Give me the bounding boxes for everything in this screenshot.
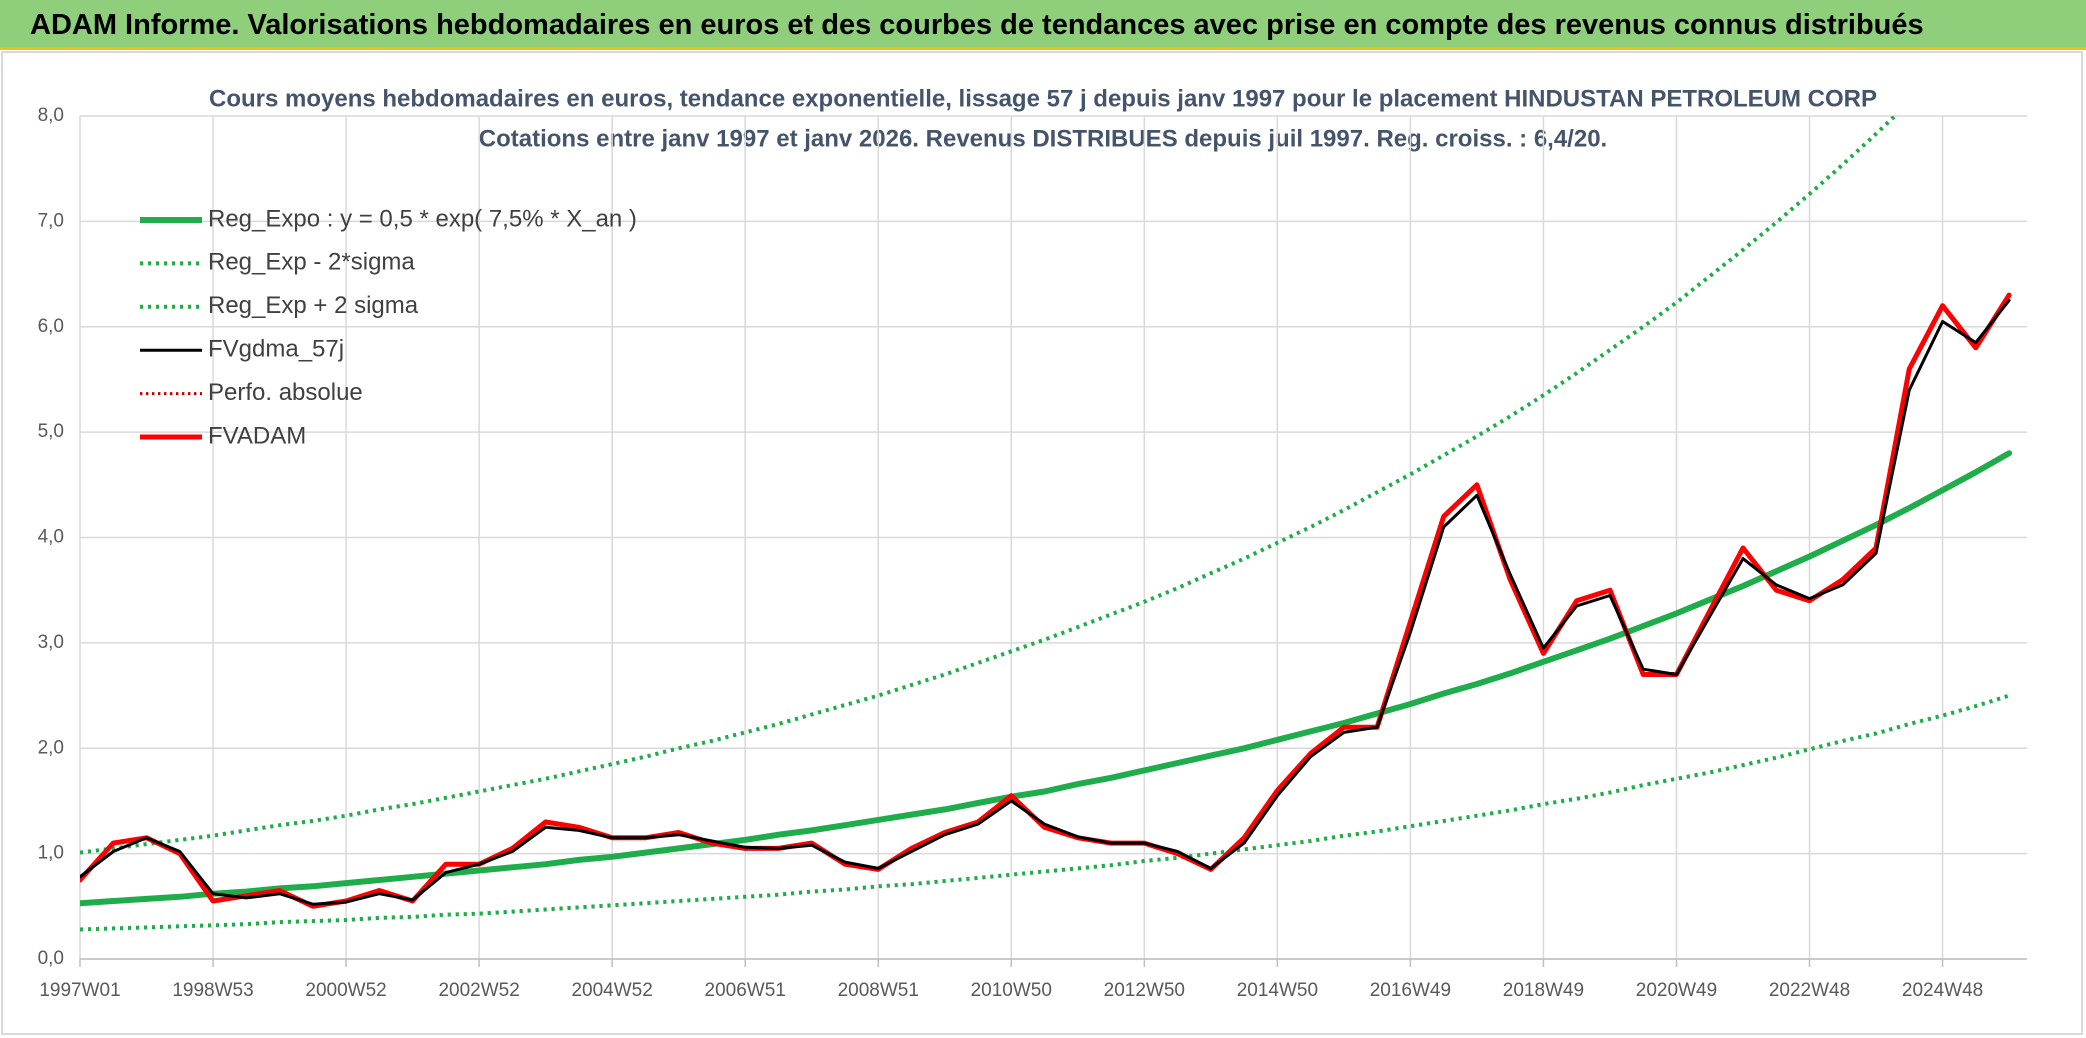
series-line	[80, 450, 2013, 907]
y-tick-label: 5,0	[38, 421, 64, 442]
x-tick-label: 2002W52	[438, 980, 519, 1001]
legend-label: Reg_Exp + 2 sigma	[208, 292, 419, 319]
x-tick-label: 2004W52	[571, 980, 652, 1001]
x-tick-label: 2008W51	[838, 980, 919, 1001]
x-tick-label: 2010W50	[971, 980, 1052, 1001]
y-tick-label: 3,0	[38, 632, 64, 653]
x-tick-label: 2006W51	[705, 980, 786, 1001]
x-tick-label: 2024W48	[1902, 980, 1983, 1001]
x-tick-label: 1997W01	[39, 980, 120, 1001]
legend-label: Reg_Expo : y = 0,5 * exp( 7,5% * X_an )	[208, 205, 637, 232]
x-tick-label: 2000W52	[305, 980, 386, 1001]
chart-subtitle: Cotations entre janv 1997 et janv 2026. …	[479, 125, 1607, 152]
plot-area	[80, 116, 2013, 932]
y-tick-label: 7,0	[38, 210, 64, 231]
y-tick-label: 1,0	[38, 843, 64, 864]
y-tick-label: 6,0	[38, 316, 64, 337]
header-title: ADAM Informe. Valorisations hebdomadaire…	[30, 9, 1924, 41]
series-line	[80, 693, 2010, 932]
legend-label: FVADAM	[208, 422, 306, 449]
series-line	[80, 116, 1898, 855]
header-bar: ADAM Informe. Valorisations hebdomadaire…	[0, 0, 2086, 50]
series-line	[80, 298, 2011, 906]
x-tick-label: 2014W50	[1237, 980, 1318, 1001]
legend: Reg_Expo : y = 0,5 * exp( 7,5% * X_an ) R…	[140, 205, 637, 449]
y-tick-label: 8,0	[38, 105, 64, 126]
legend-label: Reg_Exp - 2*sigma	[208, 249, 415, 276]
legend-label: Perfo. absolue	[208, 379, 363, 406]
legend-label: FVgdma_57j	[208, 336, 344, 363]
x-tick-label: 2012W50	[1104, 980, 1185, 1001]
y-tick-label: 0,0	[38, 948, 64, 969]
chart-border	[1, 51, 2083, 1035]
y-tick-label: 4,0	[38, 527, 64, 548]
x-tick-label: 2020W49	[1636, 980, 1717, 1001]
chart: Cours moyens hebdomadaires en euros, ten…	[1, 51, 2083, 1035]
x-tick-label: 2022W48	[1769, 980, 1850, 1001]
y-tick-label: 2,0	[38, 737, 64, 758]
x-tick-label: 2016W49	[1370, 980, 1451, 1001]
chart-title: Cours moyens hebdomadaires en euros, ten…	[209, 85, 1877, 112]
x-tick-label: 1998W53	[172, 980, 253, 1001]
x-tick-label: 2018W49	[1503, 980, 1584, 1001]
